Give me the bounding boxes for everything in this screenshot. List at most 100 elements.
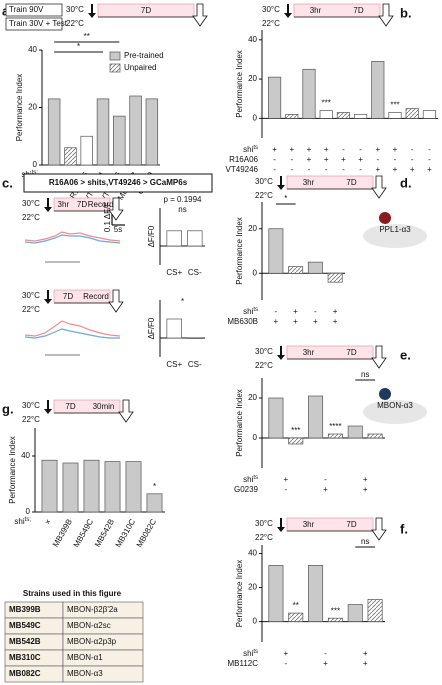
neuron-cloud bbox=[363, 400, 427, 424]
y-tick-label: 20 bbox=[248, 224, 257, 233]
temp-hot: 30°C bbox=[22, 199, 40, 208]
x-tick-label: MB399B bbox=[51, 518, 74, 549]
bar bbox=[41, 459, 58, 513]
row-label-sup: ts bbox=[253, 475, 258, 481]
row-mark: - bbox=[308, 165, 311, 174]
bar bbox=[327, 433, 343, 439]
table-text: MBON-α2sc bbox=[67, 621, 111, 630]
protocol-step: 30min bbox=[93, 402, 115, 411]
row-mark: + bbox=[313, 317, 318, 326]
neuron-cloud bbox=[363, 224, 427, 248]
x-tick-label: CS- bbox=[188, 268, 202, 277]
row-mark: + bbox=[410, 165, 415, 174]
table-text: MBON-α3 bbox=[67, 669, 103, 678]
row-label: R16A06 bbox=[229, 155, 258, 164]
row-mark: + bbox=[323, 485, 328, 494]
temp-arrow-head bbox=[277, 185, 285, 190]
row-label: VT49246 bbox=[226, 165, 259, 174]
table-cell bbox=[62, 665, 144, 683]
bar bbox=[64, 147, 77, 166]
bar bbox=[347, 604, 363, 622]
train-box bbox=[5, 3, 63, 17]
table-text: MB082C bbox=[9, 669, 41, 678]
temp-cold: 22°C bbox=[255, 533, 273, 542]
row-mark: - bbox=[394, 155, 397, 164]
temp-arrow-head bbox=[44, 299, 52, 304]
row-mark: - bbox=[273, 165, 276, 174]
y-axis-label: Performance Index bbox=[8, 436, 17, 504]
row-mark: - bbox=[411, 145, 414, 154]
significance: * bbox=[153, 482, 156, 491]
bar bbox=[96, 98, 110, 166]
row-label: shits bbox=[243, 307, 258, 317]
row-label-sup: ts bbox=[253, 649, 258, 655]
legend-swatch bbox=[109, 51, 121, 61]
protocol-step: 7D bbox=[346, 178, 356, 187]
bar bbox=[62, 462, 79, 513]
bar bbox=[367, 433, 383, 439]
calcium-traces bbox=[24, 210, 125, 356]
x-tick-label: MB542B bbox=[93, 518, 116, 549]
bar bbox=[308, 565, 324, 622]
bar bbox=[336, 112, 350, 119]
train-label: Train 90V bbox=[9, 5, 44, 14]
row-mark: - bbox=[324, 475, 327, 484]
y-axis-label: Performance Index bbox=[235, 50, 244, 118]
row-mark: - bbox=[275, 307, 278, 316]
neuron-label: PPL1-α3 bbox=[379, 225, 411, 234]
y-tick-label: 40 bbox=[28, 45, 37, 54]
y-tick-label: 20 bbox=[248, 393, 257, 402]
bracket-label: ns bbox=[361, 370, 369, 379]
bar bbox=[422, 110, 436, 119]
heading-box bbox=[23, 173, 213, 193]
significance: **** bbox=[329, 422, 341, 431]
protocol-step: Record bbox=[88, 200, 114, 209]
protocol-step: 3hr bbox=[310, 6, 322, 15]
protocol-step: 7D bbox=[353, 6, 363, 15]
legend-label: Unpaired bbox=[124, 63, 156, 72]
bar bbox=[80, 135, 93, 166]
row-label-text: VT49246 bbox=[226, 165, 259, 174]
protocol-step: 3hr bbox=[303, 178, 315, 187]
table-text: MB549C bbox=[9, 621, 41, 630]
significance: ** bbox=[293, 601, 299, 610]
temp-cold: 22°C bbox=[66, 19, 84, 28]
row-mark: + bbox=[333, 317, 338, 326]
x-tick-label: MB549C bbox=[72, 517, 95, 549]
temp-hot: 30°C bbox=[22, 291, 40, 300]
row-mark: - bbox=[325, 165, 328, 174]
table-text: MBON-α2p3p bbox=[67, 637, 117, 646]
temp-arrow-head bbox=[44, 409, 52, 414]
row-mark: + bbox=[333, 307, 338, 316]
bar bbox=[285, 114, 299, 119]
bar bbox=[47, 98, 61, 166]
protocol-step: 3hr bbox=[303, 348, 315, 357]
heading: R16A06 > shits,VT49246 > GCaMP6s bbox=[49, 178, 188, 187]
bar bbox=[268, 397, 284, 439]
row-mark: + bbox=[307, 145, 312, 154]
protocol-step: 7D bbox=[63, 292, 73, 301]
row-mark: + bbox=[272, 145, 277, 154]
panel-letter: c. bbox=[2, 175, 13, 190]
table-text: MBON-α1 bbox=[67, 653, 103, 662]
row-mark: + bbox=[363, 475, 368, 484]
temp-cold: 22°C bbox=[22, 305, 40, 314]
temp-cold: 22°C bbox=[22, 213, 40, 222]
panel-letter: g. bbox=[2, 401, 14, 416]
row-label-text: MB112C bbox=[227, 659, 258, 668]
test-arrow bbox=[108, 197, 124, 221]
row-mark: + bbox=[324, 155, 329, 164]
temp-cold: 22°C bbox=[262, 19, 280, 28]
row-label: shits bbox=[243, 649, 258, 659]
y-axis-label: Performance Index bbox=[15, 74, 24, 142]
protocol-box bbox=[286, 517, 374, 532]
y-axis-label: Performance Index bbox=[235, 560, 244, 628]
row-mark: - bbox=[359, 145, 362, 154]
bar bbox=[145, 98, 159, 166]
y-tick-label: 0 bbox=[253, 617, 258, 626]
row-label: shits; bbox=[14, 517, 31, 527]
scale-y: 0.1 ΔF/F bbox=[103, 202, 112, 232]
bar bbox=[268, 565, 284, 622]
temp-hot: 30°C bbox=[262, 5, 280, 14]
table-text: MB310C bbox=[9, 653, 41, 662]
